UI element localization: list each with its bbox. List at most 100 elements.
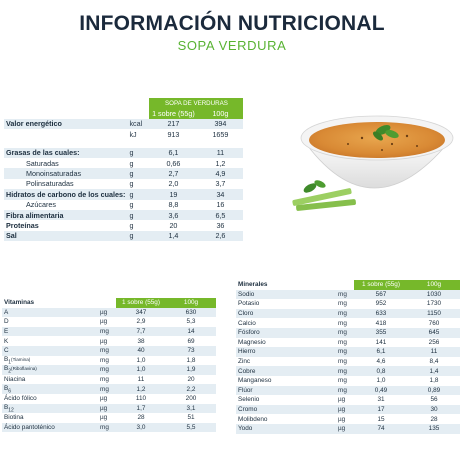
mineral-unit: mg	[338, 377, 347, 385]
mineral-row: Zinc mg 4,6 8,4	[236, 357, 460, 367]
mineral-label: Cromo	[236, 404, 336, 415]
mineral-row: Manganeso mg 1,0 1,8	[236, 376, 460, 386]
mineral-100g: 256	[428, 338, 440, 346]
vitamin-100g: 1,8	[186, 356, 196, 364]
minerals-header-row: Minerales 1 sobre (55g) 100g	[236, 280, 460, 290]
nutrient-serving: 2,7	[149, 168, 198, 179]
vitamin-100g: 3,1	[166, 403, 216, 414]
mineral-100g: 1730	[426, 300, 442, 308]
mineral-row: Flúor mg 0,49 0,89	[236, 385, 460, 396]
nutrient-serving: 6,1	[149, 147, 198, 158]
nutrient-serving: 2,0	[168, 179, 179, 189]
nutrition-table: SOPA DE VERDURAS 1 sobre (55g) 100g Valo…	[4, 98, 244, 242]
mineral-label: Manganeso	[238, 377, 272, 385]
column-header-100g: 100g	[197, 108, 244, 119]
vitamin-row: B6 mg 1,2 2,2	[2, 384, 216, 394]
vitamin-unit: mg	[98, 422, 116, 433]
product-header: SOPA DE VERDURAS	[149, 98, 244, 109]
mineral-row: Cobre mg 0,8 1,4	[236, 366, 460, 376]
vitamin-row: B12 µg 1,7 3,1	[2, 403, 216, 414]
nutrient-unit: g	[127, 209, 150, 221]
nutrient-row: Proteínas g 20 36	[4, 220, 243, 230]
energy-label: Valor energético	[4, 118, 128, 130]
vitamin-serving: 3,0	[116, 422, 166, 433]
mineral-100g: 0,89	[408, 385, 460, 396]
nutrient-label: Saturadas	[26, 158, 59, 168]
vitamin-100g: 73	[166, 345, 216, 356]
vitamin-label: Niacina	[2, 375, 98, 385]
vitamin-name: D	[4, 318, 9, 326]
vitamin-subscript: 12	[8, 406, 14, 413]
vitamins-title: Vitaminas	[4, 299, 35, 307]
mineral-unit: mg	[338, 338, 347, 346]
vitamin-subscript: 6	[8, 387, 12, 394]
nutrient-serving: 0,66	[166, 158, 181, 168]
mineral-serving: 4,6	[376, 358, 386, 366]
nutrient-100g: 4,9	[197, 168, 244, 179]
vitamin-unit: µg	[100, 337, 108, 345]
vitamin-unit: µg	[100, 414, 108, 422]
nutrient-100g: 3,7	[215, 179, 226, 189]
mineral-row: Selenio µg 31 56	[236, 395, 460, 405]
energy-serving: 217	[149, 118, 198, 130]
vitamin-100g: 51	[187, 414, 195, 422]
minerals-col-100g: 100g	[408, 280, 460, 290]
mineral-label: Cobre	[236, 366, 336, 376]
mineral-serving: 141	[375, 338, 387, 346]
mineral-serving: 6,1	[354, 347, 408, 357]
mineral-100g: 760	[428, 319, 440, 327]
soup-bowl-icon	[292, 115, 454, 211]
mineral-label: Zinc	[238, 358, 251, 366]
vitamin-100g: 5,5	[166, 422, 216, 433]
energy-100g: 1659	[212, 129, 229, 139]
nutrient-unit: g	[129, 200, 134, 210]
mineral-row: Yodo µg 74 135	[236, 423, 460, 434]
vitamin-unit: mg	[98, 384, 116, 394]
mineral-unit: µg	[338, 415, 346, 423]
mineral-serving: 31	[377, 396, 385, 404]
vitamin-label: Biotina	[2, 413, 98, 423]
mineral-serving: 418	[375, 319, 387, 327]
nutrient-row: Sal g 1,4 2,6	[4, 230, 244, 242]
nutrient-100g: 6,5	[197, 209, 244, 221]
vitamins-col-serving: 1 sobre (55g)	[116, 298, 166, 308]
mineral-100g: 135	[408, 423, 460, 434]
mineral-100g: 1,8	[429, 377, 439, 385]
mineral-unit: mg	[338, 300, 347, 308]
mineral-unit: mg	[336, 289, 354, 300]
mineral-serving: 17	[354, 404, 408, 415]
page-title: INFORMACIÓN NUTRICIONAL	[79, 12, 385, 35]
mineral-label: Calcio	[238, 319, 256, 327]
mineral-unit: mg	[336, 366, 354, 376]
nutrient-label: Fibra alimentaria	[4, 209, 128, 221]
vitamin-note: (Tiamina)	[11, 356, 31, 362]
vitamin-100g: 20	[187, 376, 195, 384]
vitamin-100g: 200	[185, 395, 197, 403]
mineral-label: Cloro	[236, 308, 336, 319]
vitamin-subscript: 1	[8, 359, 12, 365]
minerals-table: Minerales 1 sobre (55g) 100g Sodio mg 567 1…	[236, 280, 460, 434]
nutrient-serving: 19	[149, 189, 198, 200]
vitamin-label: C	[2, 345, 98, 356]
minerals-col-serving: 1 sobre (55g)	[354, 280, 408, 290]
mineral-label: Sodio	[236, 289, 336, 300]
vitamin-label: A	[2, 307, 98, 318]
nutrient-serving: 20	[169, 220, 178, 230]
mineral-unit: µg	[336, 404, 354, 415]
vitamin-unit: mg	[100, 356, 109, 364]
vitamin-100g: 1,9	[166, 365, 216, 375]
vitamin-row: Ácido fólico µg 110 200	[2, 394, 216, 404]
vitamin-unit: µg	[100, 395, 108, 403]
vitamin-row: B2(Riboflavina) mg 1,0 1,9	[2, 365, 216, 375]
mineral-label: Yodo	[236, 423, 336, 434]
nutrient-label: Proteínas	[6, 220, 39, 230]
vitamin-label: Ácido pantoténico	[2, 422, 98, 433]
nutrient-unit: g	[127, 230, 150, 242]
vitamin-name: B	[4, 384, 9, 392]
vitamin-serving: 28	[137, 414, 145, 422]
mineral-100g: 8,4	[429, 358, 439, 366]
nutrient-unit: g	[129, 158, 134, 168]
